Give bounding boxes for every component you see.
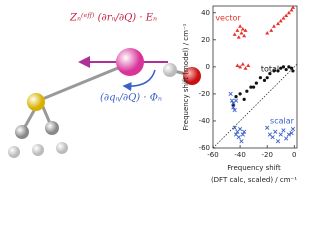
point (229, 98, 235, 103)
point (284, 13, 289, 17)
point (246, 63, 251, 68)
point (286, 10, 291, 15)
diagonal (212, 63, 298, 149)
molecule (8, 48, 201, 158)
point (240, 62, 245, 66)
point (265, 125, 270, 130)
point (228, 91, 233, 97)
point (265, 31, 270, 35)
point (273, 129, 278, 134)
point (272, 69, 276, 73)
point (235, 63, 240, 68)
point (231, 105, 236, 110)
point (291, 69, 295, 73)
point (275, 139, 281, 144)
point (238, 24, 243, 28)
point (240, 26, 245, 31)
point (243, 28, 248, 32)
point (269, 28, 274, 32)
point (265, 76, 269, 80)
point (232, 108, 237, 113)
point (239, 139, 244, 144)
point (262, 78, 267, 82)
point (243, 66, 248, 70)
point (290, 5, 295, 9)
point (289, 66, 294, 70)
point (276, 69, 280, 73)
point (238, 92, 242, 96)
point (281, 65, 286, 69)
x-tick-label: 0 (292, 151, 296, 159)
x-tick-label: -60 (207, 151, 218, 159)
point (258, 76, 263, 80)
point (233, 98, 239, 103)
x-tick-label: -40 (234, 151, 245, 159)
point (281, 16, 286, 20)
point (279, 66, 283, 70)
point (242, 129, 247, 134)
point (276, 21, 281, 26)
point (271, 24, 276, 28)
y-tick-label: -40 (199, 117, 210, 125)
y-axis-label: Frequency shift (model) / cm⁻¹ (182, 23, 190, 130)
series-label: scalar (270, 117, 295, 126)
point (270, 135, 275, 140)
y-tick-label: 40 (201, 9, 210, 17)
scalar-formula: (∂qₙ/∂Q) · Φₙ (100, 93, 162, 104)
point (238, 64, 243, 69)
series-label: total (261, 65, 279, 74)
point (240, 132, 245, 137)
point (286, 132, 291, 137)
point (242, 97, 246, 101)
y-tick-label: -60 (199, 144, 210, 152)
point (289, 8, 294, 12)
series-label: vector (215, 14, 241, 23)
point (232, 125, 237, 130)
point (239, 31, 244, 35)
point (235, 28, 240, 32)
point (278, 18, 283, 23)
point (290, 126, 296, 132)
point (245, 89, 249, 93)
point (236, 35, 241, 39)
figure: Zₙ⁽ᵉᶠᶠ⁾ (∂rₙ/∂Q) · Eₙ (∂qₙ/∂Q) · Φₙ Freq… (8, 5, 298, 184)
point (236, 135, 241, 140)
plot-frame (212, 5, 298, 149)
point (237, 126, 243, 132)
point (284, 67, 288, 72)
y-tick-label: -20 (199, 90, 210, 98)
point (278, 132, 283, 137)
point (268, 72, 272, 76)
point (234, 95, 238, 99)
point (249, 85, 253, 89)
x-axis-label: Frequency shift (227, 164, 281, 172)
point (281, 128, 286, 133)
y-tick-label: 20 (201, 36, 210, 44)
point (252, 85, 256, 89)
x-tick-label: -20 (261, 151, 272, 159)
point (242, 33, 247, 38)
point (287, 65, 291, 69)
point (232, 32, 237, 36)
point (289, 131, 294, 136)
y-tick-label: 0 (206, 63, 210, 71)
point (284, 136, 289, 141)
x-axis-label: (DFT calc, scaled) / cm⁻¹ (211, 176, 297, 184)
point (254, 81, 258, 85)
vector-formula: Zₙ⁽ᵉᶠᶠ⁾ (∂rₙ/∂Q) · Eₙ (69, 13, 157, 24)
